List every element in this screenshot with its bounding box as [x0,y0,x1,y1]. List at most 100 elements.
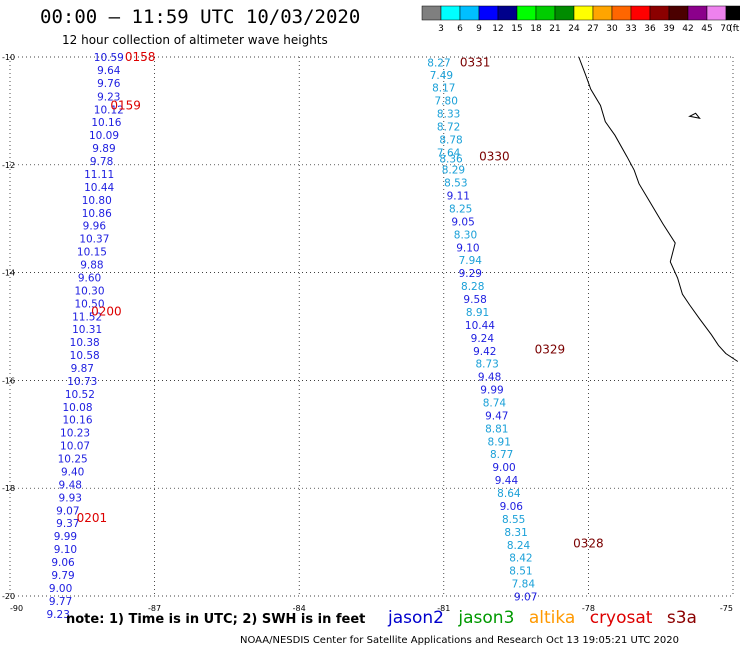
swh-value-label: 8.36 [439,153,463,165]
legend-s3a: s3a [666,608,697,628]
swh-value-label: 8.78 [439,134,462,146]
colorbar-swatch [687,5,708,21]
legend-jason2: jason2 [388,608,444,628]
swh-value-label: 8.53 [444,178,467,190]
colorbar-swatch [459,5,480,21]
colorbar-tick-label: 6 [457,24,463,34]
grid-lines [9,56,734,597]
swh-value-label: 7.64 [437,147,461,159]
colorbar-swatch [611,5,632,21]
swh-value-label: 9.47 [485,410,508,422]
swh-value-label: 8.91 [488,436,511,448]
y-tick-label: -18 [2,484,15,493]
swh-value-label: 7.84 [512,579,536,591]
y-tick-label: -16 [2,376,15,385]
swh-value-label: 10.59 [94,52,124,64]
swh-value-label: 9.77 [49,596,72,608]
swh-value-label: 9.99 [54,531,77,543]
colorbar-tick-label: 3 [438,24,444,34]
swh-value-label: 9.48 [59,479,82,491]
swh-value-label: 8.17 [432,83,455,95]
swh-value-label: 8.72 [437,122,460,134]
credit-line: NOAA/NESDIS Center for Satellite Applica… [240,635,679,646]
pass-time-label: 0201 [77,511,108,525]
swh-value-label: 9.89 [92,143,115,155]
colorbar-tick-label: 12 [492,24,503,34]
swh-value-label: 10.80 [82,195,112,207]
x-tick-label: -78 [582,604,595,613]
colorbar-swatch [630,5,651,21]
colorbar-swatch [649,5,670,21]
swh-value-label: 10.50 [74,298,104,310]
chart-title: 00:00 – 11:59 UTC 10/03/2020 [40,6,361,28]
swh-value-label: 10.15 [77,247,107,259]
swh-value-label: 7.80 [435,96,458,108]
colorbar-tick-label: 9 [476,24,482,34]
swh-value-label: 10.30 [74,285,104,297]
swh-value-label: 10.38 [70,337,100,349]
legend-cryosat: cryosat [589,608,653,628]
swh-value-label: 10.86 [82,208,112,220]
swh-value-label: 9.23 [97,91,120,103]
swh-value-label: 8.91 [466,307,489,319]
swh-value-label: 10.31 [72,324,102,336]
colorbar-tick-label: 42 [682,24,693,34]
colorbar-swatch [668,5,689,21]
x-tick-label: -84 [293,604,306,613]
swh-value-label: 9.87 [71,363,94,375]
pass-time-label: 0330 [479,150,510,164]
colorbar-tick-label: 33 [625,24,636,34]
swh-value-label: 10.73 [67,376,97,388]
x-tick-label: -90 [10,604,23,613]
swh-value-label: 9.29 [459,268,482,280]
colorbar-swatch [535,5,556,21]
colorbar-swatch [706,5,727,21]
pass-time-label: 0329 [535,343,566,357]
coastline [578,56,739,362]
swh-value-label: 8.24 [507,540,531,552]
swh-value-label: 8.74 [483,397,507,409]
swh-value-label: 10.16 [91,117,121,129]
island-outline [688,112,701,120]
swh-value-label: 10.07 [60,441,90,453]
colorbar-swatch [573,5,594,21]
swh-value-label: 9.07 [514,592,537,604]
swh-value-label: 9.78 [90,156,113,168]
swh-value-label: 9.37 [56,518,79,530]
swh-value-label: 9.00 [49,583,72,595]
swh-value-label: 9.10 [54,544,77,556]
y-tick-label: -14 [2,269,15,278]
y-tick-label: -10 [2,53,15,62]
x-tick-label: -75 [720,604,733,613]
swh-value-label: 11.52 [72,311,102,323]
pass-time-label: 0158 [125,50,156,64]
swh-value-label: 9.40 [61,466,84,478]
swh-value-label: 8.30 [454,229,477,241]
chart-subtitle: 12 hour collection of altimeter wave hei… [62,33,328,47]
colorbar-tick-label: 18 [530,24,542,34]
swh-value-label: 9.44 [495,475,519,487]
colorbar-swatch [554,5,575,21]
swh-value-label: 8.28 [461,281,484,293]
swh-value-label: 9.23 [47,609,70,621]
swh-value-label: 8.51 [509,566,532,578]
pass-time-label: 0331 [460,55,491,69]
swh-value-label: 9.42 [473,346,496,358]
swh-value-label: 9.88 [80,260,103,272]
swh-value-label: 9.07 [56,505,79,517]
swh-value-label: 10.44 [84,182,114,194]
swh-value-label: 10.44 [465,320,495,332]
swh-value-label: 7.49 [430,70,453,82]
colorbar-tick-label: 30 [606,24,618,34]
colorbar-tick-label: 36 [644,24,656,34]
swh-value-label: 9.99 [480,385,503,397]
swh-value-label: 8.77 [490,449,513,461]
swh-value-label: 9.79 [51,570,74,582]
colorbar-tick-label: 24 [568,24,580,34]
pass-time-label: 0200 [91,304,122,318]
swh-value-label: 10.09 [89,130,119,142]
swh-value-label: 9.96 [83,221,107,233]
swh-value-label: 8.31 [504,527,527,539]
